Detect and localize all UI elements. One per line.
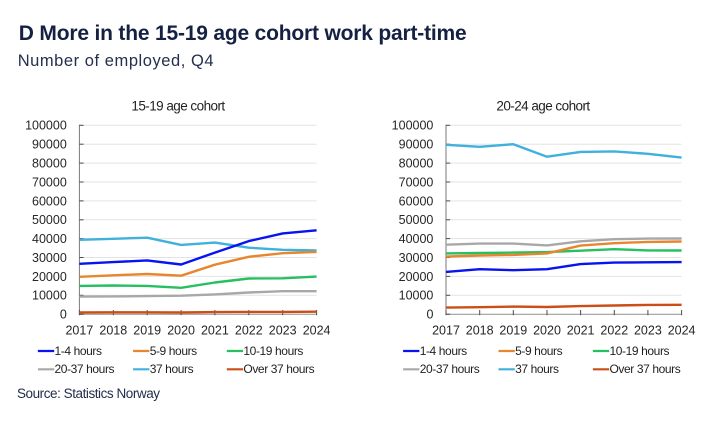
svg-text:1-4 hours: 1-4 hours xyxy=(55,344,102,358)
svg-text:40000: 40000 xyxy=(399,232,434,246)
svg-text:15-19 age cohort: 15-19 age cohort xyxy=(131,98,225,113)
svg-text:90000: 90000 xyxy=(32,138,67,152)
svg-text:50000: 50000 xyxy=(399,213,434,227)
svg-text:2018: 2018 xyxy=(99,323,127,337)
svg-text:5-9 hours: 5-9 hours xyxy=(150,344,197,358)
svg-text:2020: 2020 xyxy=(167,323,195,337)
svg-text:80000: 80000 xyxy=(399,157,434,171)
svg-text:2022: 2022 xyxy=(600,323,628,337)
svg-text:70000: 70000 xyxy=(32,175,67,189)
svg-text:2023: 2023 xyxy=(634,323,662,337)
svg-text:30000: 30000 xyxy=(399,251,434,265)
svg-text:20-37 hours: 20-37 hours xyxy=(55,362,115,376)
svg-text:20000: 20000 xyxy=(399,270,434,284)
svg-text:37 hours: 37 hours xyxy=(515,362,559,376)
svg-text:10-19 hours: 10-19 hours xyxy=(610,344,670,358)
svg-text:2024: 2024 xyxy=(303,323,331,337)
svg-text:2021: 2021 xyxy=(567,323,595,337)
svg-text:2019: 2019 xyxy=(499,323,527,337)
svg-text:2021: 2021 xyxy=(201,323,229,337)
svg-text:100000: 100000 xyxy=(392,119,434,133)
svg-text:2024: 2024 xyxy=(668,323,696,337)
svg-text:60000: 60000 xyxy=(399,194,434,208)
svg-text:2019: 2019 xyxy=(133,323,161,337)
svg-text:2020: 2020 xyxy=(533,323,561,337)
svg-text:100000: 100000 xyxy=(25,119,67,133)
svg-text:Over 37 hours: Over 37 hours xyxy=(610,362,681,376)
svg-text:50000: 50000 xyxy=(32,213,67,227)
svg-text:70000: 70000 xyxy=(399,175,434,189)
svg-text:37 hours: 37 hours xyxy=(150,362,194,376)
svg-text:Over 37 hours: Over 37 hours xyxy=(243,362,314,376)
svg-text:20-37 hours: 20-37 hours xyxy=(420,362,480,376)
svg-text:0: 0 xyxy=(426,308,433,322)
svg-text:2023: 2023 xyxy=(269,323,297,337)
svg-text:30000: 30000 xyxy=(32,251,67,265)
svg-text:10-19 hours: 10-19 hours xyxy=(243,344,303,358)
svg-text:5-9 hours: 5-9 hours xyxy=(515,344,562,358)
svg-text:10000: 10000 xyxy=(399,289,434,303)
svg-text:40000: 40000 xyxy=(32,232,67,246)
svg-text:60000: 60000 xyxy=(32,194,67,208)
svg-text:2017: 2017 xyxy=(65,323,93,337)
svg-text:2022: 2022 xyxy=(235,323,263,337)
svg-text:1-4 hours: 1-4 hours xyxy=(420,344,467,358)
svg-text:90000: 90000 xyxy=(399,138,434,152)
svg-text:10000: 10000 xyxy=(32,289,67,303)
svg-text:2018: 2018 xyxy=(466,323,494,337)
svg-text:2017: 2017 xyxy=(432,323,460,337)
svg-text:80000: 80000 xyxy=(32,157,67,171)
svg-text:0: 0 xyxy=(60,308,67,322)
svg-text:20-24 age cohort: 20-24 age cohort xyxy=(496,98,590,113)
svg-text:20000: 20000 xyxy=(32,270,67,284)
